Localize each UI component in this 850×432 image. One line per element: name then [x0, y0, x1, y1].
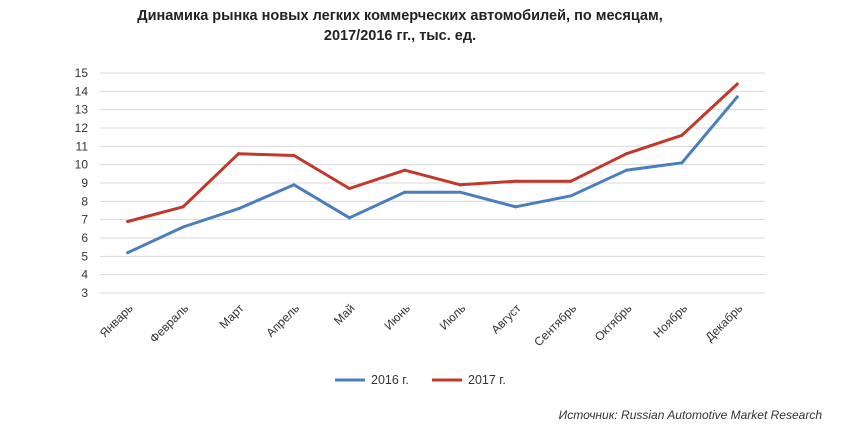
chart-title-line1: Динамика рынка новых легких коммерческих…: [137, 8, 663, 24]
data-point: [237, 152, 241, 156]
y-tick-label: 14: [75, 84, 89, 98]
data-point: [735, 95, 739, 99]
legend-label: 2016 г.: [371, 373, 409, 387]
y-tick-label: 6: [81, 231, 88, 245]
y-tick-label: 10: [75, 158, 89, 172]
x-tick-label: Апрель: [263, 301, 302, 340]
y-tick-label: 4: [81, 268, 88, 282]
data-point: [292, 183, 296, 187]
data-point: [403, 190, 407, 194]
data-point: [347, 216, 351, 220]
y-tick-label: 3: [81, 286, 88, 300]
x-tick-label: Январь: [97, 301, 136, 340]
grid-lines: [100, 72, 765, 294]
y-tick-label: 5: [81, 249, 88, 263]
y-tick-label: 13: [75, 103, 89, 117]
data-point: [624, 168, 628, 172]
x-tick-label: Июль: [437, 301, 469, 333]
data-point: [403, 168, 407, 172]
data-point: [514, 205, 518, 209]
data-point: [624, 152, 628, 156]
data-point: [237, 207, 241, 211]
y-tick-label: 11: [76, 139, 89, 153]
data-point: [569, 179, 573, 183]
x-axis-ticks: Январь Февраль Март Апрель Май Июнь Июль Август…: [97, 301, 746, 349]
series-lines: [126, 82, 739, 255]
series-line-0: [126, 95, 739, 255]
data-point: [126, 251, 130, 255]
x-tick-label: Февраль: [147, 301, 191, 345]
x-tick-label: Июнь: [381, 301, 412, 332]
data-point: [514, 179, 518, 183]
x-tick-label: Сентябрь: [531, 301, 579, 349]
x-tick-label: Октябрь: [592, 301, 635, 344]
y-tick-label: 9: [81, 176, 88, 190]
chart-title: Динамика рынка новых легких коммерческих…: [0, 6, 800, 46]
y-tick-label: 8: [81, 194, 88, 208]
x-tick-label: Декабрь: [702, 301, 745, 344]
x-tick-label: Май: [331, 301, 358, 328]
x-tick-label: Март: [216, 301, 247, 332]
series-line-1: [126, 82, 739, 223]
legend: 2016 г. 2017 г.: [335, 373, 506, 387]
data-point: [680, 133, 684, 137]
y-tick-label: 15: [75, 66, 89, 80]
data-point: [735, 82, 739, 86]
data-point: [458, 190, 462, 194]
source-note: Источник: Russian Automotive Market Rese…: [558, 408, 822, 422]
x-tick-label: Ноябрь: [651, 301, 690, 340]
y-axis-ticks: 3 4 5 6 7 8 9 10 11 12 13 14 15: [75, 66, 89, 300]
y-tick-label: 12: [75, 121, 89, 135]
data-point: [347, 187, 351, 190]
x-tick-label: Август: [488, 301, 524, 337]
data-point: [181, 225, 185, 229]
data-point: [181, 205, 185, 209]
data-point: [126, 220, 130, 223]
data-point: [458, 183, 462, 187]
data-point: [680, 161, 684, 165]
chart-title-line2: 2017/2016 гг., тыс. ед.: [323, 28, 477, 44]
legend-label: 2017 г.: [468, 373, 506, 387]
data-point: [292, 154, 296, 157]
y-tick-label: 7: [81, 213, 88, 227]
data-point: [569, 194, 573, 198]
